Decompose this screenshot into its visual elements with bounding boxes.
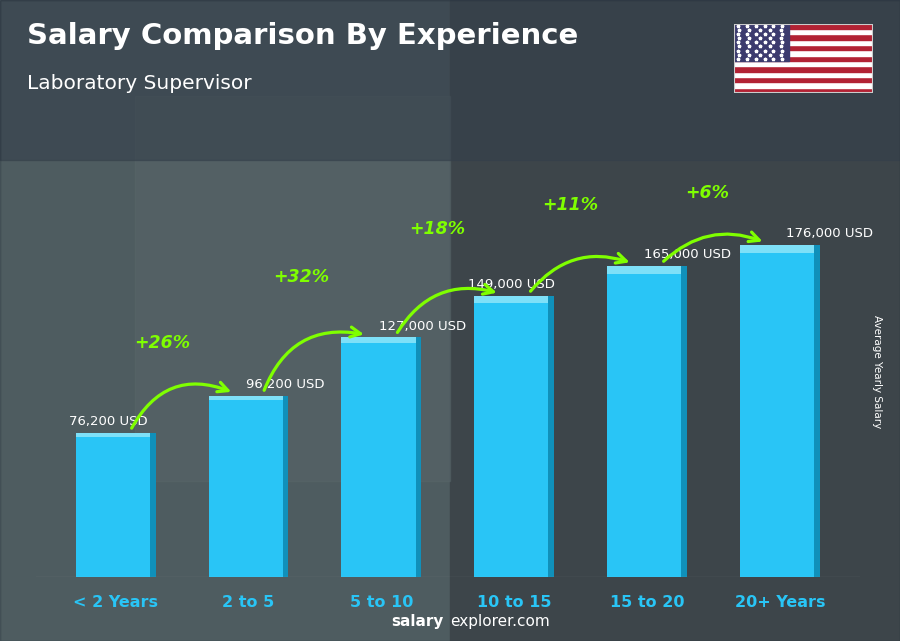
Bar — [608, 266, 681, 274]
Bar — [76, 433, 150, 577]
Bar — [734, 40, 873, 45]
Bar — [474, 296, 548, 303]
Bar — [734, 24, 789, 61]
Text: < 2 Years: < 2 Years — [73, 595, 158, 610]
Bar — [740, 245, 814, 253]
Bar — [734, 35, 873, 40]
Text: Average Yearly Salary: Average Yearly Salary — [872, 315, 883, 428]
Bar — [734, 72, 873, 77]
Bar — [341, 338, 416, 577]
Text: explorer.com: explorer.com — [450, 615, 550, 629]
Text: 20+ Years: 20+ Years — [734, 595, 825, 610]
Text: +6%: +6% — [685, 184, 729, 202]
Text: 2 to 5: 2 to 5 — [222, 595, 274, 610]
Text: 127,000 USD: 127,000 USD — [379, 319, 466, 333]
Bar — [209, 395, 283, 400]
Text: salary: salary — [392, 615, 444, 629]
Text: Salary Comparison By Experience: Salary Comparison By Experience — [27, 22, 578, 51]
Bar — [734, 45, 873, 51]
Bar — [474, 296, 548, 577]
Bar — [76, 433, 150, 437]
Bar — [341, 338, 416, 344]
Text: 5 to 10: 5 to 10 — [350, 595, 413, 610]
Bar — [734, 51, 873, 56]
Bar — [0, 0, 900, 160]
Bar — [734, 77, 873, 82]
Bar — [416, 338, 421, 577]
Text: +32%: +32% — [274, 268, 329, 286]
Bar — [734, 88, 873, 93]
Bar — [135, 96, 450, 481]
Text: +18%: +18% — [410, 220, 465, 238]
Bar — [734, 29, 873, 35]
Bar — [734, 66, 873, 72]
Bar — [209, 395, 283, 577]
Text: salaryexplorer.com: salaryexplorer.com — [377, 615, 523, 629]
Bar — [681, 266, 687, 577]
Text: Laboratory Supervisor: Laboratory Supervisor — [27, 74, 252, 93]
Text: 176,000 USD: 176,000 USD — [787, 227, 873, 240]
Bar — [734, 56, 873, 61]
Bar — [814, 245, 820, 577]
Text: 149,000 USD: 149,000 USD — [468, 278, 554, 291]
Bar — [0, 0, 450, 641]
Bar — [734, 61, 873, 66]
Text: 76,200 USD: 76,200 USD — [69, 415, 148, 428]
Bar — [283, 395, 288, 577]
Bar — [740, 245, 814, 577]
Bar — [734, 24, 873, 29]
Text: 15 to 20: 15 to 20 — [609, 595, 684, 610]
Bar — [150, 433, 156, 577]
Bar — [608, 266, 681, 577]
Bar — [548, 296, 554, 577]
Bar — [450, 0, 900, 641]
Text: +11%: +11% — [542, 196, 598, 215]
Text: 10 to 15: 10 to 15 — [477, 595, 552, 610]
Text: 96,200 USD: 96,200 USD — [246, 378, 324, 390]
Bar — [734, 82, 873, 88]
Text: 165,000 USD: 165,000 USD — [644, 248, 732, 261]
Text: +26%: +26% — [134, 335, 190, 353]
